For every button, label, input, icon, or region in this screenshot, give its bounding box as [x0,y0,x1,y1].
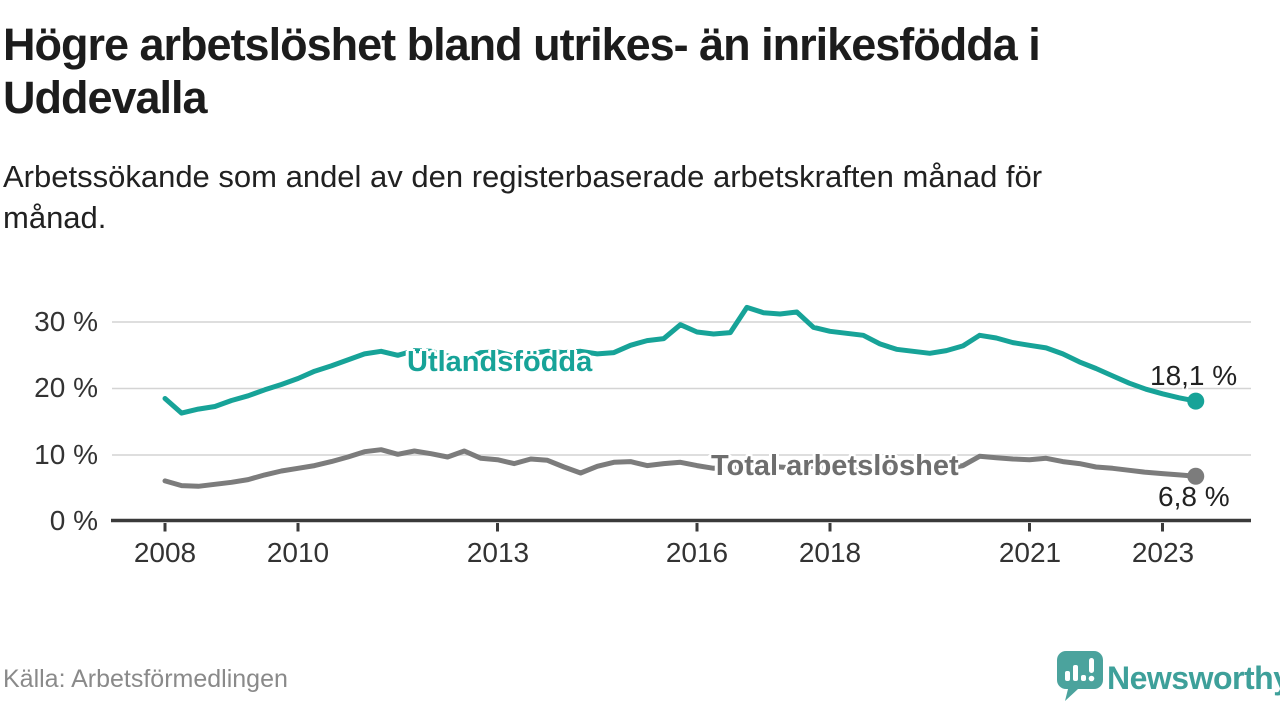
x-tick-2013: 2013 [466,537,530,568]
subtitle-line-1: Arbetssökande som andel av den registerb… [3,159,1043,194]
x-tick-2016: 2016 [665,537,729,568]
logo-bar-3 [1081,675,1086,681]
series-line [162,447,1199,489]
chart-subtitle: Arbetssökande som andel av den registerb… [3,156,1223,238]
y-tick-20: 20 % [34,372,98,403]
page-title: Högre arbetslöshet bland utrikes- än inr… [3,18,1275,124]
end-value-utlandsfodda: 18,1 % [1150,360,1238,391]
y-tick-30: 30 % [34,306,98,337]
series-end-dot [1187,467,1205,485]
end-value-total-arbetsloshet: 6,8 % [1158,481,1230,512]
x-tick-2023: 2023 [1131,537,1195,568]
newsworthy-logo-icon [1057,651,1103,701]
title-line-1: Högre arbetslöshet bland utrikes- än inr… [3,19,1041,70]
x-tick-2008: 2008 [133,537,197,568]
logo-bar-1 [1065,671,1070,681]
logo-bubble-shape [1057,651,1103,701]
series-label-utlandsfodda: Utlandsfödda [407,346,593,378]
series-end-dot [1187,392,1205,410]
logo-exclamation-bar [1089,658,1094,673]
newsworthy-wordmark: Newsworthy [1107,660,1280,696]
x-tick-2018: 2018 [798,537,862,568]
series-label-total-arbetsloshet: Total arbetslöshet [711,450,959,482]
y-tick-0: 0 % [49,505,98,536]
subtitle-line-2: månad. [3,200,107,235]
title-line-2: Uddevalla [3,72,208,123]
source-credit: Källa: Arbetsförmedlingen [3,665,288,693]
logo-bar-2 [1073,665,1078,681]
x-tick-2010: 2010 [266,537,330,568]
logo-exclamation-dot [1088,675,1095,682]
y-tick-10: 10 % [34,439,98,470]
x-tick-2021: 2021 [998,537,1062,568]
series-line [162,304,1199,416]
